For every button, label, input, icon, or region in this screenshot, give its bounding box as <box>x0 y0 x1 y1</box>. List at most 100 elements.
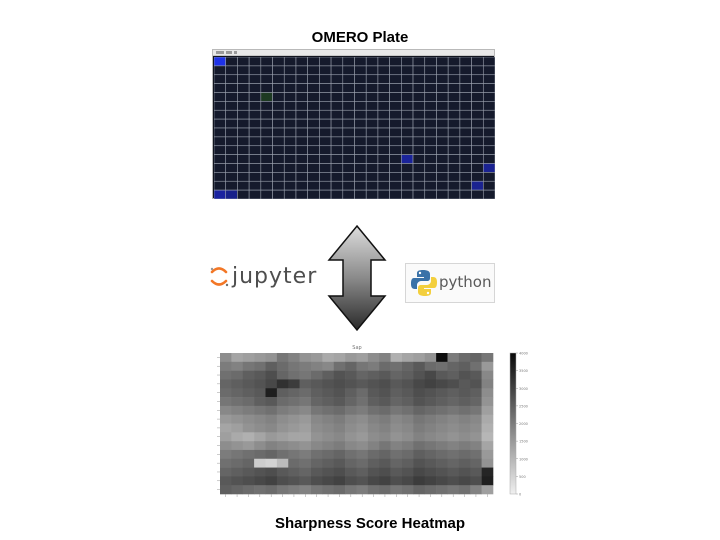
plate-well[interactable] <box>354 109 367 120</box>
plate-well[interactable] <box>436 136 449 147</box>
plate-well[interactable] <box>412 83 426 93</box>
plate-well[interactable] <box>471 127 484 138</box>
plate-well[interactable] <box>459 154 472 164</box>
plate-well[interactable] <box>319 65 332 76</box>
plate-well[interactable] <box>295 118 308 129</box>
plate-well[interactable] <box>330 154 344 164</box>
plate-well[interactable] <box>214 127 227 138</box>
plate-well[interactable] <box>482 145 495 155</box>
plate-well[interactable] <box>225 118 238 129</box>
plate-well[interactable] <box>237 118 250 129</box>
plate-well[interactable] <box>214 163 227 173</box>
plate-well[interactable] <box>365 163 379 173</box>
plate-well[interactable] <box>459 180 472 191</box>
plate-well[interactable] <box>471 145 484 155</box>
plate-well[interactable] <box>214 101 227 111</box>
plate-well[interactable] <box>330 172 344 182</box>
plate-well[interactable] <box>307 163 320 173</box>
plate-well[interactable] <box>389 101 402 111</box>
plate-well[interactable] <box>330 145 344 155</box>
omero-plate-view[interactable] <box>212 49 495 199</box>
plate-well[interactable] <box>248 145 262 155</box>
plate-well[interactable] <box>272 172 285 182</box>
plate-well[interactable] <box>412 92 426 102</box>
plate-well[interactable] <box>295 172 308 182</box>
plate-well[interactable] <box>412 145 426 155</box>
plate-well[interactable] <box>283 189 297 199</box>
plate-well[interactable] <box>354 127 367 138</box>
plate-well[interactable] <box>389 92 402 102</box>
plate-well[interactable] <box>248 172 262 182</box>
plate-well[interactable] <box>319 163 332 173</box>
plate-well[interactable] <box>447 109 461 120</box>
plate-well[interactable] <box>330 180 344 191</box>
plate-well[interactable] <box>295 136 308 147</box>
plate-well[interactable] <box>377 109 390 120</box>
plate-well[interactable] <box>214 57 227 67</box>
plate-well[interactable] <box>365 127 379 138</box>
plate-well[interactable] <box>237 57 250 67</box>
plate-well[interactable] <box>412 109 426 120</box>
plate-well[interactable] <box>459 109 472 120</box>
plate-well[interactable] <box>354 163 367 173</box>
plate-well[interactable] <box>319 172 332 182</box>
plate-well[interactable] <box>283 154 297 164</box>
plate-well[interactable] <box>365 83 379 93</box>
plate-well[interactable] <box>307 118 320 129</box>
plate-well[interactable] <box>471 83 484 93</box>
plate-well[interactable] <box>436 180 449 191</box>
plate-well[interactable] <box>447 118 461 129</box>
plate-well[interactable] <box>295 127 308 138</box>
plate-well[interactable] <box>377 65 390 76</box>
plate-well[interactable] <box>283 118 297 129</box>
plate-well[interactable] <box>295 101 308 111</box>
plate-well[interactable] <box>342 180 355 191</box>
plate-well[interactable] <box>401 163 414 173</box>
plate-well[interactable] <box>330 74 344 84</box>
plate-well[interactable] <box>459 127 472 138</box>
plate-well[interactable] <box>283 92 297 102</box>
plate-well[interactable] <box>401 92 414 102</box>
plate-well[interactable] <box>354 74 367 84</box>
plate-well[interactable] <box>283 74 297 84</box>
plate-well[interactable] <box>424 163 437 173</box>
plate-well[interactable] <box>237 189 250 199</box>
plate-well[interactable] <box>447 172 461 182</box>
plate-well[interactable] <box>482 136 495 147</box>
plate-well[interactable] <box>436 101 449 111</box>
plate-well[interactable] <box>307 189 320 199</box>
plate-well[interactable] <box>342 74 355 84</box>
plate-well[interactable] <box>447 154 461 164</box>
plate-well[interactable] <box>389 163 402 173</box>
plate-well[interactable] <box>424 74 437 84</box>
plate-well[interactable] <box>342 83 355 93</box>
plate-well[interactable] <box>424 109 437 120</box>
plate-well[interactable] <box>389 189 402 199</box>
plate-well[interactable] <box>330 118 344 129</box>
plate-well[interactable] <box>307 74 320 84</box>
plate-well[interactable] <box>225 74 238 84</box>
plate-well[interactable] <box>225 136 238 147</box>
plate-well[interactable] <box>307 109 320 120</box>
plate-well[interactable] <box>482 57 495 67</box>
plate-well[interactable] <box>365 57 379 67</box>
plate-well[interactable] <box>237 65 250 76</box>
plate-well[interactable] <box>248 189 262 199</box>
plate-well[interactable] <box>295 163 308 173</box>
plate-well[interactable] <box>471 172 484 182</box>
plate-well[interactable] <box>436 57 449 67</box>
plate-well[interactable] <box>248 154 262 164</box>
plate-well[interactable] <box>237 83 250 93</box>
plate-well[interactable] <box>471 74 484 84</box>
plate-well[interactable] <box>307 136 320 147</box>
plate-well[interactable] <box>214 65 227 76</box>
plate-well[interactable] <box>389 136 402 147</box>
plate-well[interactable] <box>295 92 308 102</box>
plate-well[interactable] <box>459 101 472 111</box>
plate-well[interactable] <box>272 127 285 138</box>
plate-well[interactable] <box>436 172 449 182</box>
plate-well[interactable] <box>214 180 227 191</box>
plate-well[interactable] <box>389 172 402 182</box>
plate-well[interactable] <box>272 57 285 67</box>
plate-well[interactable] <box>225 127 238 138</box>
